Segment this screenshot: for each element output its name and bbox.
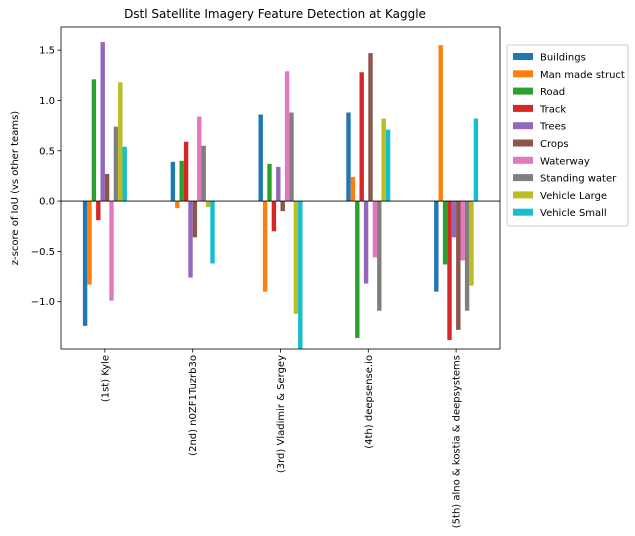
legend: Buildings Man made struct Road Track Trees Cr… (506, 44, 629, 227)
bar (175, 201, 180, 209)
bar (205, 201, 211, 208)
bar (170, 161, 176, 202)
bar (96, 201, 101, 221)
bar (100, 42, 105, 202)
y-tick-label: 1.0 (39, 96, 55, 107)
bar (87, 201, 92, 285)
x-tick-label: (5th) alno & kostia & deepsystems (452, 355, 463, 528)
bar (372, 201, 378, 258)
bar (368, 53, 373, 202)
legend-label: Track (539, 104, 566, 115)
legend-label: Waterway (540, 156, 590, 167)
legend-swatch (513, 208, 533, 216)
bar (451, 201, 457, 238)
legend-swatch (513, 156, 533, 164)
bar (183, 141, 189, 202)
y-tick-label: 0.0 (39, 197, 55, 208)
bar (289, 112, 294, 202)
bars-group (82, 42, 479, 349)
bar (346, 112, 351, 202)
bar (109, 201, 114, 301)
bar (460, 201, 465, 261)
bar (469, 201, 474, 286)
legend-label: Road (540, 87, 565, 98)
legend-swatch (513, 139, 533, 147)
bar (188, 201, 193, 278)
bar (179, 160, 184, 202)
x-tick-label: (4th) deepsense.io (364, 355, 375, 449)
bar (122, 146, 127, 202)
bar (438, 45, 443, 202)
bar (197, 116, 202, 202)
y-tick-label: 1.5 (39, 46, 55, 57)
legend-swatch (513, 104, 533, 112)
chart-title: Dstl Satellite Imagery Feature Detection… (124, 7, 426, 21)
x-tick-label: (3rd) Vladimir & Sergey (276, 355, 287, 473)
bar (271, 201, 277, 232)
legend-swatch (513, 70, 533, 78)
x-tick-label: (1st) Kyle (100, 355, 111, 402)
legend-label: Buildings (540, 53, 586, 64)
bar (350, 176, 356, 202)
bar (355, 201, 360, 338)
bar (82, 201, 88, 326)
bar (276, 166, 281, 202)
bar (385, 129, 391, 202)
legend-swatch (513, 191, 533, 199)
legend-label: Vehicle Small (540, 208, 607, 219)
bar (377, 201, 382, 311)
bar (258, 114, 263, 202)
bar (298, 201, 303, 349)
bar (280, 201, 285, 212)
bar (118, 82, 123, 202)
bar (210, 201, 215, 264)
bar (192, 201, 198, 238)
bar (359, 72, 364, 202)
bar (284, 71, 290, 202)
bar (464, 201, 470, 311)
legend-swatch (513, 87, 533, 95)
legend-frame (506, 44, 629, 227)
bar (262, 201, 268, 292)
legend-label: Trees (539, 122, 566, 133)
y-tick-label: −1.0 (31, 297, 55, 308)
legend-label: Standing water (540, 174, 617, 185)
legend-label: Vehicle Large (540, 191, 607, 202)
legend-swatch (513, 122, 533, 130)
y-tick-label: 0.5 (39, 146, 55, 157)
bar (91, 79, 97, 202)
bar (201, 145, 206, 202)
bar (293, 201, 299, 314)
y-tick-label: −0.5 (31, 247, 55, 258)
x-tick-label: (2nd) n0ZF1Tuzrb3o (188, 355, 199, 456)
bar (473, 118, 479, 202)
bar (104, 173, 110, 202)
legend-swatch (513, 174, 533, 182)
bar (381, 118, 386, 202)
bar (456, 201, 461, 330)
x-axis: (1st) Kyle (2nd) n0ZF1Tuzrb3o (3rd) Vladim… (100, 349, 463, 528)
y-axis-label: z-score of IoU (vs other teams) (10, 111, 21, 265)
bar (267, 163, 272, 202)
legend-label: Crops (540, 139, 569, 150)
legend-swatch (513, 53, 533, 60)
bar (434, 201, 439, 292)
bar (447, 201, 452, 340)
bar (442, 201, 448, 265)
bar (363, 201, 369, 284)
y-axis: −1.0 −0.5 0.0 0.5 1.0 1.5 (31, 46, 61, 308)
legend-label: Man made struct (540, 70, 625, 81)
bar (113, 126, 119, 202)
